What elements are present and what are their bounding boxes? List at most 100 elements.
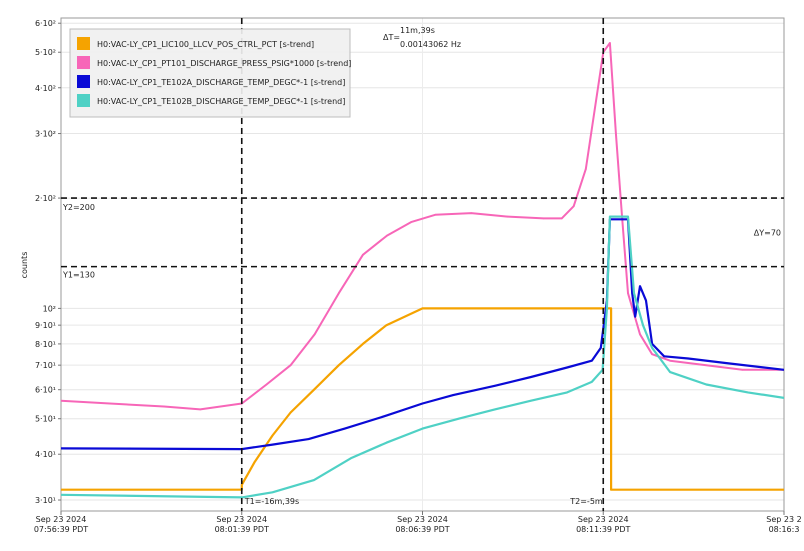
- series-2-point: [289, 364, 292, 367]
- series-1-point: [289, 411, 292, 414]
- series-3-point: [452, 394, 455, 396]
- series-4-point: [457, 417, 460, 420]
- y-tick-label: 6·10²: [35, 19, 56, 28]
- series-2-point: [338, 292, 340, 295]
- series-4-point: [566, 391, 568, 394]
- series-1-point: [783, 488, 784, 491]
- series-4-point: [241, 496, 243, 499]
- y-tick-label: 9·10¹: [35, 321, 56, 330]
- series-3-point: [634, 315, 636, 318]
- legend-entry-2: H0:VAC-LY_CP1_PT101_DISCHARGE_PRESS_PSIG…: [97, 59, 351, 68]
- y-tick-label: 2·10²: [35, 194, 56, 203]
- series-4-point: [669, 371, 671, 373]
- t1-cursor-label: T1=-16m,39s: [244, 497, 299, 506]
- series-3-point: [639, 285, 641, 288]
- series-3-point: [494, 385, 496, 387]
- series-4-point: [642, 324, 644, 327]
- series-2-point: [61, 399, 62, 402]
- y-tick-label: 3·10¹: [35, 496, 56, 505]
- series-1-point: [610, 307, 612, 310]
- series-2-point: [609, 42, 611, 44]
- series-3-point: [600, 347, 602, 349]
- series-3-point: [385, 414, 388, 417]
- series-4-point: [783, 397, 784, 399]
- series-4-point: [609, 215, 611, 218]
- legend-swatch: [77, 75, 90, 88]
- y-tick-label: 10²: [43, 304, 56, 313]
- series-layer: [61, 42, 784, 499]
- series-2-point: [741, 369, 744, 371]
- series-2-point: [560, 217, 563, 220]
- legend-swatch: [77, 94, 90, 107]
- y1-cursor-label: Y1=130: [62, 271, 95, 280]
- y-tick-label: 3·10²: [35, 130, 56, 139]
- x-tick-time: 07:56:39 PDT: [34, 525, 88, 534]
- y-tick-label: 5·10²: [35, 48, 56, 57]
- y2-cursor-label: Y2=200: [62, 203, 95, 212]
- series-2-point: [615, 132, 617, 135]
- series-2-point: [163, 405, 165, 408]
- x-tick-date: Sep 23 2024: [36, 515, 87, 524]
- series-3-point: [307, 438, 310, 440]
- series-2-point: [199, 408, 201, 411]
- series-2-point: [639, 333, 641, 336]
- series-2-point: [109, 402, 111, 405]
- series-2-point: [362, 254, 364, 256]
- y-tick-label: 8·10¹: [35, 340, 56, 349]
- series-3-point: [783, 369, 784, 371]
- series-1-point: [253, 461, 256, 464]
- y-tick-label: 7·10¹: [35, 361, 56, 370]
- series-4-point: [313, 479, 315, 481]
- x-tick-date: Sep 23 2024: [397, 515, 448, 524]
- series-2-point: [705, 364, 708, 367]
- series-2-point: [572, 205, 575, 207]
- series-2-point: [621, 214, 623, 216]
- series-4-point: [530, 399, 532, 402]
- x-tick-time: 08:16:3: [769, 525, 800, 534]
- series-2-point: [585, 168, 587, 170]
- series-4-point: [705, 383, 708, 386]
- series-1-point: [241, 484, 243, 486]
- series-3-point: [530, 376, 532, 378]
- series-2-point: [470, 212, 473, 214]
- series-1-point: [421, 307, 424, 310]
- series-3-point: [645, 299, 647, 302]
- series-1-point: [271, 434, 274, 437]
- delta-t-prefix: ΔT=: [383, 33, 400, 42]
- series-2-point: [386, 234, 388, 237]
- delta-t-value: 11m,39s: [400, 26, 435, 35]
- x-tick-time: 08:06:39 PDT: [395, 525, 449, 534]
- series-4-point: [747, 391, 749, 394]
- series-3-point: [663, 355, 665, 358]
- series-2-point: [313, 333, 316, 336]
- series-2-point: [506, 215, 509, 218]
- series-3-point: [61, 447, 62, 450]
- legend-entry-1: H0:VAC-LY_CP1_LIC100_LLCV_POS_CTRL_PCT […: [97, 40, 314, 49]
- series-3-point: [271, 443, 274, 446]
- x-tick-date: Sep 23 2: [766, 515, 801, 524]
- series-4-point: [385, 441, 388, 444]
- series-1-point: [362, 343, 364, 345]
- series-1-point: [338, 364, 340, 367]
- series-2-point: [410, 221, 412, 223]
- series-2-point: [542, 217, 545, 220]
- y-tick-label: 4·10¹: [35, 450, 56, 459]
- series-4-point: [633, 292, 635, 295]
- y-tick-label: 5·10¹: [35, 415, 56, 424]
- series-1-point: [313, 388, 315, 391]
- x-tick-date: Sep 23 2024: [216, 515, 267, 524]
- delta-t-frequency: 0.00143062 Hz: [400, 40, 461, 49]
- series-4-point: [421, 427, 424, 430]
- legend-swatch: [77, 56, 90, 69]
- legend-entry-4: H0:VAC-LY_CP1_TE102B_DISCHARGE_TEMP_DEGC…: [97, 97, 345, 106]
- legend-swatch: [77, 37, 90, 50]
- series-2-point: [651, 353, 653, 356]
- series-3-point: [631, 292, 633, 295]
- series-3-point: [566, 366, 568, 369]
- delta-y-label: ΔY=70: [754, 228, 781, 237]
- series-2-point: [594, 108, 596, 110]
- series-4-point: [606, 307, 608, 310]
- series-2-point: [627, 292, 629, 295]
- t2-cursor-label: T2=-5m: [569, 497, 603, 506]
